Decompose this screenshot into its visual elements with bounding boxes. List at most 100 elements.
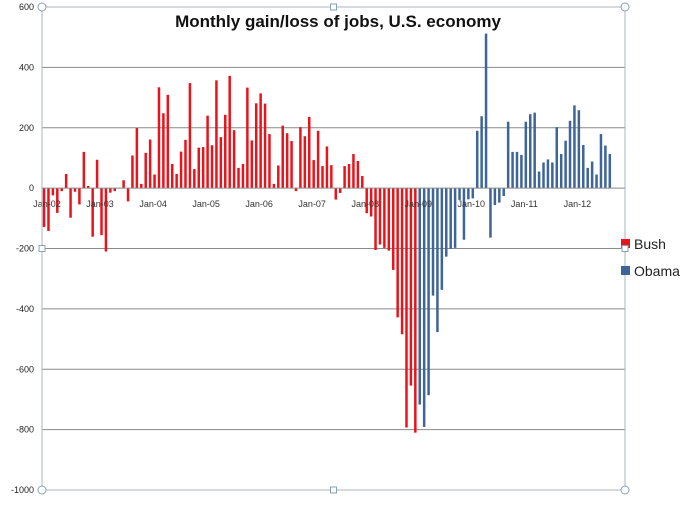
y-tick-label: -200 xyxy=(16,244,34,254)
x-tick-label: Jan-10 xyxy=(458,199,486,209)
resize-handle-side[interactable] xyxy=(621,245,629,252)
bar-obama-15 xyxy=(484,33,488,189)
x-tick-label: Jan-08 xyxy=(351,199,379,209)
bar-bush-37 xyxy=(206,115,209,189)
x-tick-label: Jan-09 xyxy=(405,199,433,209)
bar-bush-4 xyxy=(60,188,63,192)
legend: Bush Obama xyxy=(621,236,680,279)
bar-obama-5 xyxy=(440,188,444,290)
bar-obama-0 xyxy=(418,188,421,405)
bar-bush-48 xyxy=(254,103,258,189)
bar-obama-32 xyxy=(559,154,563,189)
bar-bush-54 xyxy=(281,125,284,189)
bar-obama-11 xyxy=(467,188,470,200)
bar-obama-43 xyxy=(608,154,612,189)
bar-bush-58 xyxy=(299,127,302,189)
x-tick-label: Jan-07 xyxy=(298,199,326,209)
bar-obama-42 xyxy=(604,145,607,189)
bar-bush-64 xyxy=(325,146,329,189)
bar-bush-63 xyxy=(321,166,324,189)
y-tick-label: -600 xyxy=(16,364,34,374)
bar-bush-52 xyxy=(272,183,276,189)
resize-handle-side[interactable] xyxy=(38,245,46,252)
bar-bush-1 xyxy=(47,188,50,231)
bar-bush-47 xyxy=(250,140,254,189)
bar-bush-77 xyxy=(383,188,386,248)
bar-bush-41 xyxy=(224,114,227,189)
bar-obama-6 xyxy=(445,188,448,257)
bar-bush-8 xyxy=(78,188,81,205)
resize-handle-corner[interactable] xyxy=(620,485,630,495)
legend-label-obama: Obama xyxy=(634,263,680,279)
bar-obama-25 xyxy=(529,114,532,189)
bar-obama-39 xyxy=(590,161,594,189)
bar-obama-12 xyxy=(471,188,475,199)
bar-bush-56 xyxy=(290,141,293,189)
bar-bush-35 xyxy=(197,147,200,189)
resize-handle-corner[interactable] xyxy=(37,2,47,12)
bar-bush-46 xyxy=(246,87,249,189)
bar-obama-30 xyxy=(551,162,554,189)
bar-obama-21 xyxy=(511,151,514,189)
bar-bush-78 xyxy=(387,188,391,251)
bar-obama-14 xyxy=(480,116,483,189)
bar-bush-68 xyxy=(343,166,346,189)
bar-bush-45 xyxy=(241,163,245,189)
bar-bush-19 xyxy=(126,188,130,202)
bar-bush-38 xyxy=(210,145,214,189)
bar-bush-70 xyxy=(352,154,355,189)
bar-bush-36 xyxy=(201,147,205,189)
bar-bush-20 xyxy=(131,155,134,189)
bar-bush-33 xyxy=(188,83,192,189)
bar-obama-2 xyxy=(427,188,430,396)
bar-bush-0 xyxy=(42,188,46,228)
legend-swatch-obama xyxy=(621,266,630,275)
bar-bush-39 xyxy=(215,80,218,189)
bar-bush-75 xyxy=(374,188,377,251)
bar-obama-4 xyxy=(436,188,439,333)
y-tick-label: -1000 xyxy=(11,485,34,495)
bar-obama-37 xyxy=(582,144,585,189)
resize-handle-side[interactable] xyxy=(330,3,337,11)
bar-obama-13 xyxy=(475,130,479,189)
resize-handle-side[interactable] xyxy=(330,486,337,494)
x-axis-ticks: Jan-02 Jan-03 Jan-04 Jan-05 Jan-06 Jan-07 Jan-… xyxy=(33,199,591,209)
bar-bush-40 xyxy=(219,137,223,189)
bar-obama-20 xyxy=(506,121,510,189)
bar-bush-14 xyxy=(104,188,108,252)
bar-obama-24 xyxy=(524,121,528,189)
bar-bush-81 xyxy=(400,188,404,335)
bar-obama-33 xyxy=(564,140,567,189)
bar-bush-55 xyxy=(285,133,289,189)
bar-bush-11 xyxy=(91,188,94,237)
bar-obama-31 xyxy=(555,127,559,189)
x-tick-label: Jan-04 xyxy=(139,199,167,209)
bar-bush-24 xyxy=(148,139,152,189)
bar-bush-53 xyxy=(277,165,280,189)
bar-bush-66 xyxy=(334,188,338,200)
bar-obama-16 xyxy=(489,188,492,238)
bar-bush-51 xyxy=(268,134,271,189)
bar-bush-7 xyxy=(73,188,77,192)
x-tick-label: Jan-11 xyxy=(511,199,538,209)
resize-handle-corner[interactable] xyxy=(37,485,47,495)
bar-bush-10 xyxy=(87,186,90,189)
y-tick-label: -800 xyxy=(16,425,34,435)
x-tick-label: Jan-03 xyxy=(86,199,114,209)
bar-obama-22 xyxy=(515,151,519,189)
bar-obama-29 xyxy=(546,159,550,189)
bar-bush-42 xyxy=(228,75,231,189)
bars xyxy=(42,33,612,433)
bar-bush-76 xyxy=(378,188,382,245)
gridlines xyxy=(42,66,625,431)
bar-bush-12 xyxy=(95,159,99,189)
bar-bush-43 xyxy=(232,130,236,189)
resize-handle-corner[interactable] xyxy=(620,2,630,12)
bar-bush-30 xyxy=(175,173,178,189)
bar-obama-34 xyxy=(568,120,572,189)
legend-label-bush: Bush xyxy=(634,236,666,252)
y-tick-label: 400 xyxy=(19,62,34,72)
bar-obama-3 xyxy=(431,188,435,296)
bar-bush-69 xyxy=(347,163,351,189)
